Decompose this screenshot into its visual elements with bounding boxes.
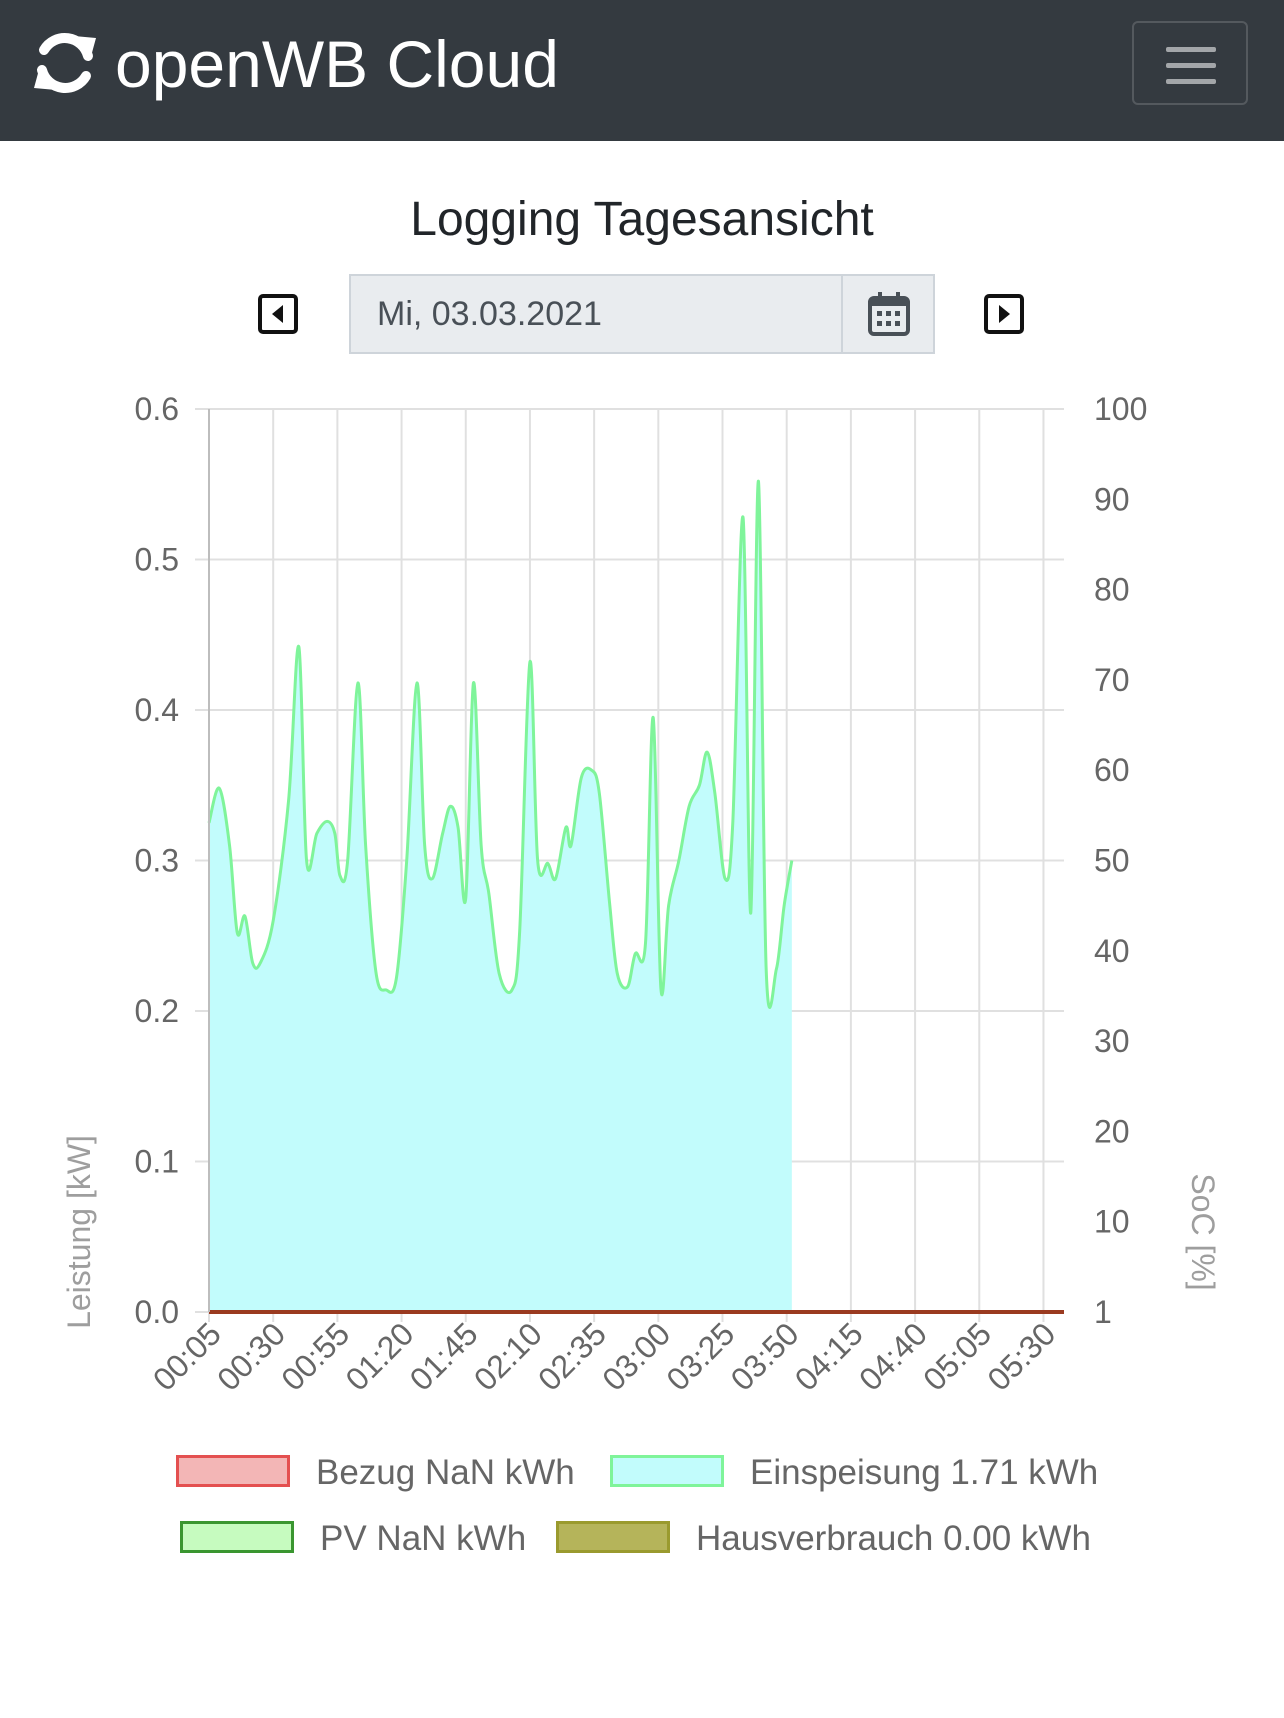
legend-swatch-pv [180,1521,294,1553]
y-right-tick-label: 60 [1094,752,1130,788]
date-input[interactable] [351,276,841,352]
y-right-tick-label: 40 [1094,933,1130,969]
date-picker [349,274,935,354]
y-right-tick-label: 80 [1094,572,1130,608]
y-right-tick-label: 30 [1094,1023,1130,1059]
x-tick-label: 03:00 [595,1315,677,1397]
hamburger-icon [1166,79,1216,84]
y-left-tick-label: 0.1 [135,1144,179,1180]
legend-label-pv: PV NaN kWh [320,1519,527,1558]
y-left-tick-label: 0.2 [135,993,179,1029]
sync-icon[interactable] [30,28,100,98]
right-axis-ticks: 1 10 20 30 40 50 60 70 80 90 100 [1094,391,1147,1330]
y-left-tick-label: 0.6 [135,391,179,427]
x-tick-label: 02:35 [531,1315,613,1397]
y-right-tick-label: 20 [1094,1113,1130,1149]
page-title: Logging Tagesansicht [410,193,874,246]
legend-swatch-hausverbrauch [556,1521,670,1553]
x-axis-ticks: 00:0500:3000:5501:2001:4502:1002:3503:00… [146,1315,1063,1397]
x-tick-label: 00:55 [274,1315,356,1397]
x-tick-label: 05:05 [916,1315,998,1397]
x-tick-label: 03:25 [659,1315,741,1397]
hamburger-icon [1166,47,1216,52]
y-right-tick-label: 100 [1094,391,1147,427]
y-left-tick-label: 0.5 [135,542,179,578]
caret-left-square-icon[interactable] [258,294,298,334]
legend-label-einspeisung: Einspeisung 1.71 kWh [750,1453,1099,1492]
x-tick-label: 02:10 [467,1315,549,1397]
einspeisung-line [207,479,794,1009]
y-right-tick-label: 50 [1094,843,1130,879]
x-tick-label: 03:50 [724,1315,806,1397]
y-right-tick-label: 1 [1094,1294,1112,1330]
x-tick-label: 04:40 [852,1315,934,1397]
y-right-tick-label: 10 [1094,1204,1130,1240]
left-axis-ticks: 0.0 0.1 0.2 0.3 0.4 0.5 0.6 [135,391,179,1330]
top-navbar: openWB Cloud [0,0,1284,141]
legend-swatch-einspeisung [610,1455,724,1487]
y-right-tick-label: 90 [1094,481,1130,517]
y-axis-right-title: SoC [%] [1185,1173,1221,1290]
x-tick-label: 01:20 [338,1315,420,1397]
y-axis-left-title: Leistung [kW] [61,1135,97,1329]
hamburger-icon [1166,63,1216,68]
x-tick-label: 00:30 [210,1315,292,1397]
y-left-tick-label: 0.3 [135,843,179,879]
power-chart: 0.0 0.1 0.2 0.3 0.4 0.5 0.6 1 10 20 30 40 50 60 70 80 9… [61,391,1221,1398]
einspeisung-area [209,481,792,1312]
calendar-icon [868,292,910,336]
calendar-button[interactable] [841,276,933,352]
legend-label-bezug: Bezug NaN kWh [316,1453,575,1492]
brand-title[interactable]: openWB Cloud [115,27,559,101]
y-left-tick-label: 0.4 [135,692,179,728]
x-tick-label: 05:30 [980,1315,1062,1397]
x-tick-label: 01:45 [403,1315,485,1397]
y-left-tick-label: 0.0 [135,1294,179,1330]
caret-right-square-icon[interactable] [984,294,1024,334]
legend-label-hausverbrauch: Hausverbrauch 0.00 kWh [696,1519,1091,1558]
legend-swatch-bezug [176,1455,290,1487]
menu-toggle-button[interactable] [1132,21,1248,105]
x-tick-label: 04:15 [788,1315,870,1397]
y-right-tick-label: 70 [1094,662,1130,698]
